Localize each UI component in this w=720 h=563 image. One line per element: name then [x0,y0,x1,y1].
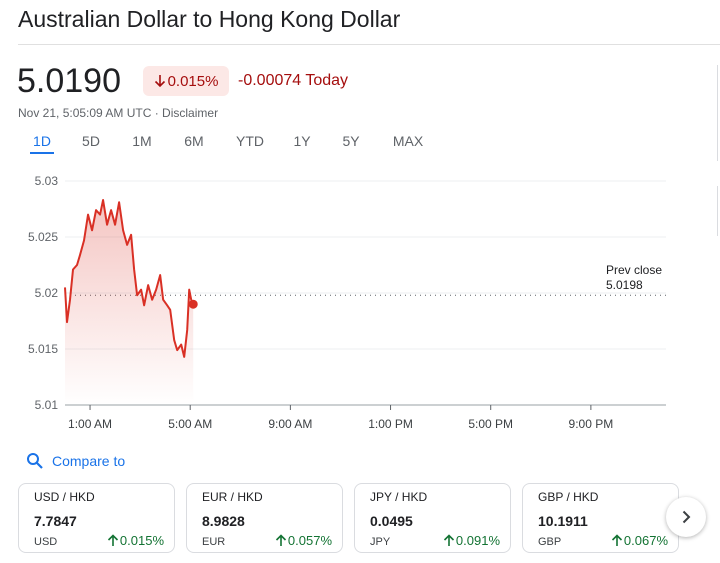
area-fill [65,200,194,405]
range-tab[interactable]: MAX [392,133,424,149]
currency-card[interactable]: JPY / HKD 0.0495 JPY 0.091% [354,483,511,553]
currency-code: GBP [538,536,562,548]
x-tick-label: 5:00 AM [168,417,212,431]
up-arrow [443,534,454,546]
pair: GBP / HKD [538,490,599,504]
pair: USD / HKD [34,490,95,504]
card-price: 10.1911 [538,513,588,529]
currency-card[interactable]: GBP / HKD 10.1911 GBP 0.067% [522,483,679,553]
card-change: 0.067% [611,533,668,548]
x-tick-label: 9:00 PM [569,417,614,431]
timestamp: Nov 21, 5:05:09 AM UTC · Disclaimer [18,106,219,120]
x-tick-label: 5:00 PM [468,417,513,431]
card-change: 0.015% [107,533,164,548]
range-tab[interactable]: 1M [132,133,152,149]
y-tick-label: 5.02 [35,286,59,300]
prev-close-value: 5.0198 [606,278,643,292]
y-tick-label: 5.025 [28,230,58,244]
price: 5.0190 [17,62,121,100]
chevron [682,510,691,524]
next-button[interactable] [666,497,706,537]
range-tab[interactable]: 1Y [293,133,311,149]
up-arrow [107,534,118,546]
pair: JPY / HKD [370,490,428,504]
down-arrow [154,75,165,88]
search-icon [27,453,43,469]
x-tick-label: 1:00 PM [368,417,413,431]
price-line [64,199,195,358]
up-arrow [275,534,286,546]
edge-panel [717,65,720,161]
range-tab[interactable]: YTD [236,133,264,149]
y-tick-label: 5.015 [28,342,58,356]
prev-close-label: Prev close [606,263,662,277]
edge-panel [717,186,720,236]
y-tick-label: 5.01 [35,398,59,412]
card-price: 8.9828 [202,513,245,529]
x-tick-label: 9:00 AM [268,417,312,431]
range-tab[interactable]: 5D [82,133,100,149]
pair: EUR / HKD [202,490,263,504]
change-percent: 0.015% [167,72,219,90]
range-tab[interactable]: 5Y [342,133,360,149]
change-percent: 0.067% [623,533,668,548]
page-title: Australian Dollar to Hong Kong Dollar [18,6,401,32]
card-price: 0.0495 [370,513,413,529]
tab-underline [30,152,54,154]
divider [18,44,720,45]
current-point [188,299,198,309]
card-price: 7.7847 [34,513,77,529]
change-percent: 0.015% [119,533,164,548]
currency-code: USD [34,536,58,548]
currency-code: EUR [202,536,226,548]
up-arrow [611,534,622,546]
change-absolute: -0.00074 Today [238,72,349,89]
currency-card[interactable]: USD / HKD 7.7847 USD 0.015% [18,483,175,553]
change-badge: 0.015% [143,66,229,96]
change-percent: 0.057% [287,533,332,548]
currency-code: JPY [370,536,391,548]
currency-card[interactable]: EUR / HKD 8.9828 EUR 0.057% [186,483,343,553]
x-tick-label: 1:00 AM [68,417,112,431]
card-change: 0.091% [443,533,500,548]
chart: 5.01 5.015 5.02 5.025 5.03 1:00 AM 5:00 AM 9:00… [28,174,666,431]
range-tab[interactable]: 6M [184,133,204,149]
range-tab[interactable]: 1D [33,133,51,149]
y-tick-label: 5.03 [35,174,59,188]
change-percent: 0.091% [455,533,500,548]
card-change: 0.057% [275,533,332,548]
compare-to[interactable]: Compare to [52,453,126,469]
